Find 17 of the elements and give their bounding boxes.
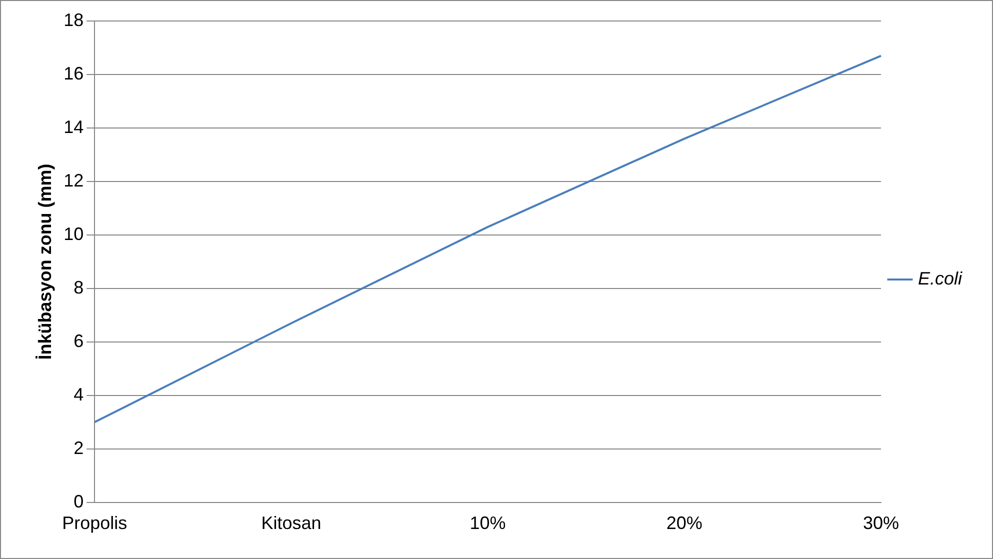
y-tick-label: 10 (64, 224, 84, 244)
y-tick-label: 2 (74, 438, 84, 458)
y-tick-label: 14 (64, 116, 84, 137)
x-tick-label: 30% (862, 513, 899, 534)
x-tick-label: Kitosan (261, 513, 322, 534)
y-tick-label: 6 (74, 330, 84, 351)
y-tick-label: 4 (74, 384, 84, 404)
x-tick-label: 20% (666, 513, 702, 534)
y-tick-label: 12 (64, 170, 84, 190)
legend-label: E.coli (918, 268, 963, 288)
x-tick-label: 10% (470, 513, 506, 534)
x-tick-label: Propolis (62, 513, 128, 534)
y-axis-title: İnkübasyon zonu (mm) (34, 164, 55, 360)
y-tick-label: 0 (74, 491, 84, 512)
y-tick-label: 8 (74, 277, 84, 298)
y-tick-label: 18 (64, 10, 84, 30)
y-tick-label: 16 (64, 63, 84, 84)
